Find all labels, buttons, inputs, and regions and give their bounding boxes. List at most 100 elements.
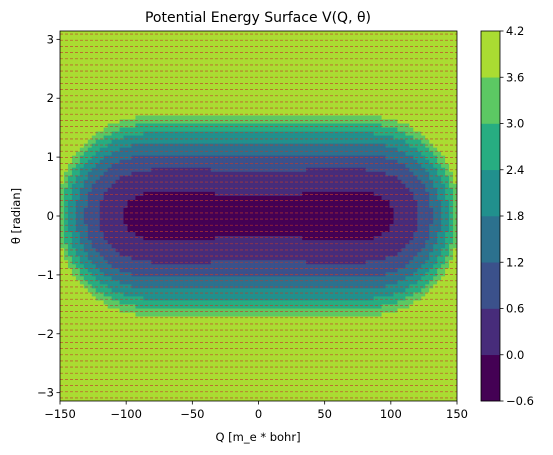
contour-cell: [314, 183, 319, 189]
contour-cell: [302, 71, 307, 76]
contour-cell: [409, 207, 414, 213]
contour-cell: [206, 151, 212, 157]
contour-cell: [202, 228, 208, 233]
contour-cell: [230, 51, 236, 56]
contour-cell: [171, 155, 176, 161]
contour-cell: [226, 159, 232, 165]
contour-cell: [266, 224, 271, 229]
contour-cell: [155, 199, 160, 205]
contour-cell: [238, 175, 244, 181]
contour-cell: [262, 43, 267, 48]
contour-cell: [294, 35, 299, 40]
contour-cell: [67, 211, 73, 217]
contour-cell: [191, 127, 196, 133]
contour-cell: [115, 47, 121, 52]
contour-cell: [449, 91, 454, 96]
contour-cell: [179, 31, 184, 36]
contour-cell: [385, 91, 391, 96]
contour-cell: [377, 119, 383, 124]
contour-cell: [167, 191, 172, 197]
contour-cell: [167, 167, 172, 173]
contour-cell: [71, 123, 77, 129]
contour-cell: [421, 139, 426, 145]
contour-cell: [127, 175, 132, 181]
contour-cell: [222, 135, 228, 141]
contour-cell: [75, 167, 81, 173]
contour-cell: [318, 224, 323, 229]
contour-cell: [373, 79, 379, 84]
contour-cell: [417, 171, 422, 177]
contour-cell: [206, 111, 212, 116]
contour-cell: [159, 216, 164, 221]
contour-cell: [91, 91, 97, 96]
contour-cell: [183, 79, 188, 84]
contour-cell: [246, 203, 252, 209]
contour-cell: [298, 147, 303, 153]
contour-cell: [115, 95, 121, 100]
contour-cell: [123, 83, 128, 88]
contour-cell: [75, 211, 81, 217]
contour-cell: [79, 119, 85, 124]
contour-cell: [262, 191, 267, 197]
contour-cell: [405, 195, 410, 201]
contour-cell: [441, 67, 446, 72]
contour-cell: [143, 83, 148, 88]
contour-cell: [437, 59, 442, 64]
contour-cell: [325, 95, 331, 100]
contour-cell: [286, 75, 291, 80]
contour-cell: [250, 171, 256, 177]
contour-cell: [310, 35, 315, 40]
contour-cell: [298, 31, 303, 36]
contour-cell: [345, 203, 351, 209]
contour-cell: [318, 195, 323, 201]
contour-cell: [453, 220, 457, 225]
contour-cell: [198, 95, 204, 100]
contour-cell: [111, 123, 117, 129]
contour-cell: [266, 216, 271, 221]
contour-cell: [417, 103, 422, 108]
contour-cell: [341, 199, 347, 205]
contour-cell: [433, 95, 438, 100]
contour-cell: [401, 199, 406, 205]
contour-cell: [345, 228, 351, 233]
contour-cell: [278, 119, 283, 124]
contour-cell: [222, 95, 228, 100]
contour-cell: [357, 75, 363, 80]
contour-cell: [401, 220, 406, 225]
contour-cell: [310, 199, 315, 205]
contour-cell: [262, 51, 267, 56]
contour-cell: [187, 207, 192, 213]
contour-cell: [222, 147, 228, 153]
contour-cell: [242, 91, 248, 96]
contour-cell: [318, 187, 323, 193]
contour-cell: [151, 55, 156, 60]
contour-cell: [60, 171, 65, 177]
contour-cell: [163, 211, 168, 217]
contour-cell: [254, 95, 259, 100]
contour-cell: [401, 127, 406, 133]
contour-cell: [441, 224, 446, 229]
contour-cell: [250, 195, 256, 201]
contour-cell: [187, 175, 192, 181]
contour-cell: [135, 51, 140, 56]
contour-cell: [131, 119, 136, 124]
contour-cell: [119, 67, 125, 72]
contour-cell: [230, 216, 236, 221]
contour-cell: [206, 135, 212, 141]
contour-cell: [322, 224, 327, 229]
contour-cell: [75, 187, 81, 193]
contour-cell: [238, 195, 244, 201]
contour-cell: [99, 183, 105, 189]
contour-cell: [194, 175, 200, 181]
contour-cell: [242, 55, 248, 60]
contour-cell: [91, 159, 97, 165]
contour-cell: [242, 51, 248, 56]
contour-cell: [147, 191, 152, 197]
contour-cell: [433, 43, 438, 48]
contour-cell: [107, 139, 113, 145]
contour-cell: [270, 47, 275, 52]
contour-cell: [167, 127, 172, 133]
contour-cell: [405, 111, 410, 116]
contour-cell: [258, 79, 263, 84]
contour-cell: [107, 228, 113, 233]
